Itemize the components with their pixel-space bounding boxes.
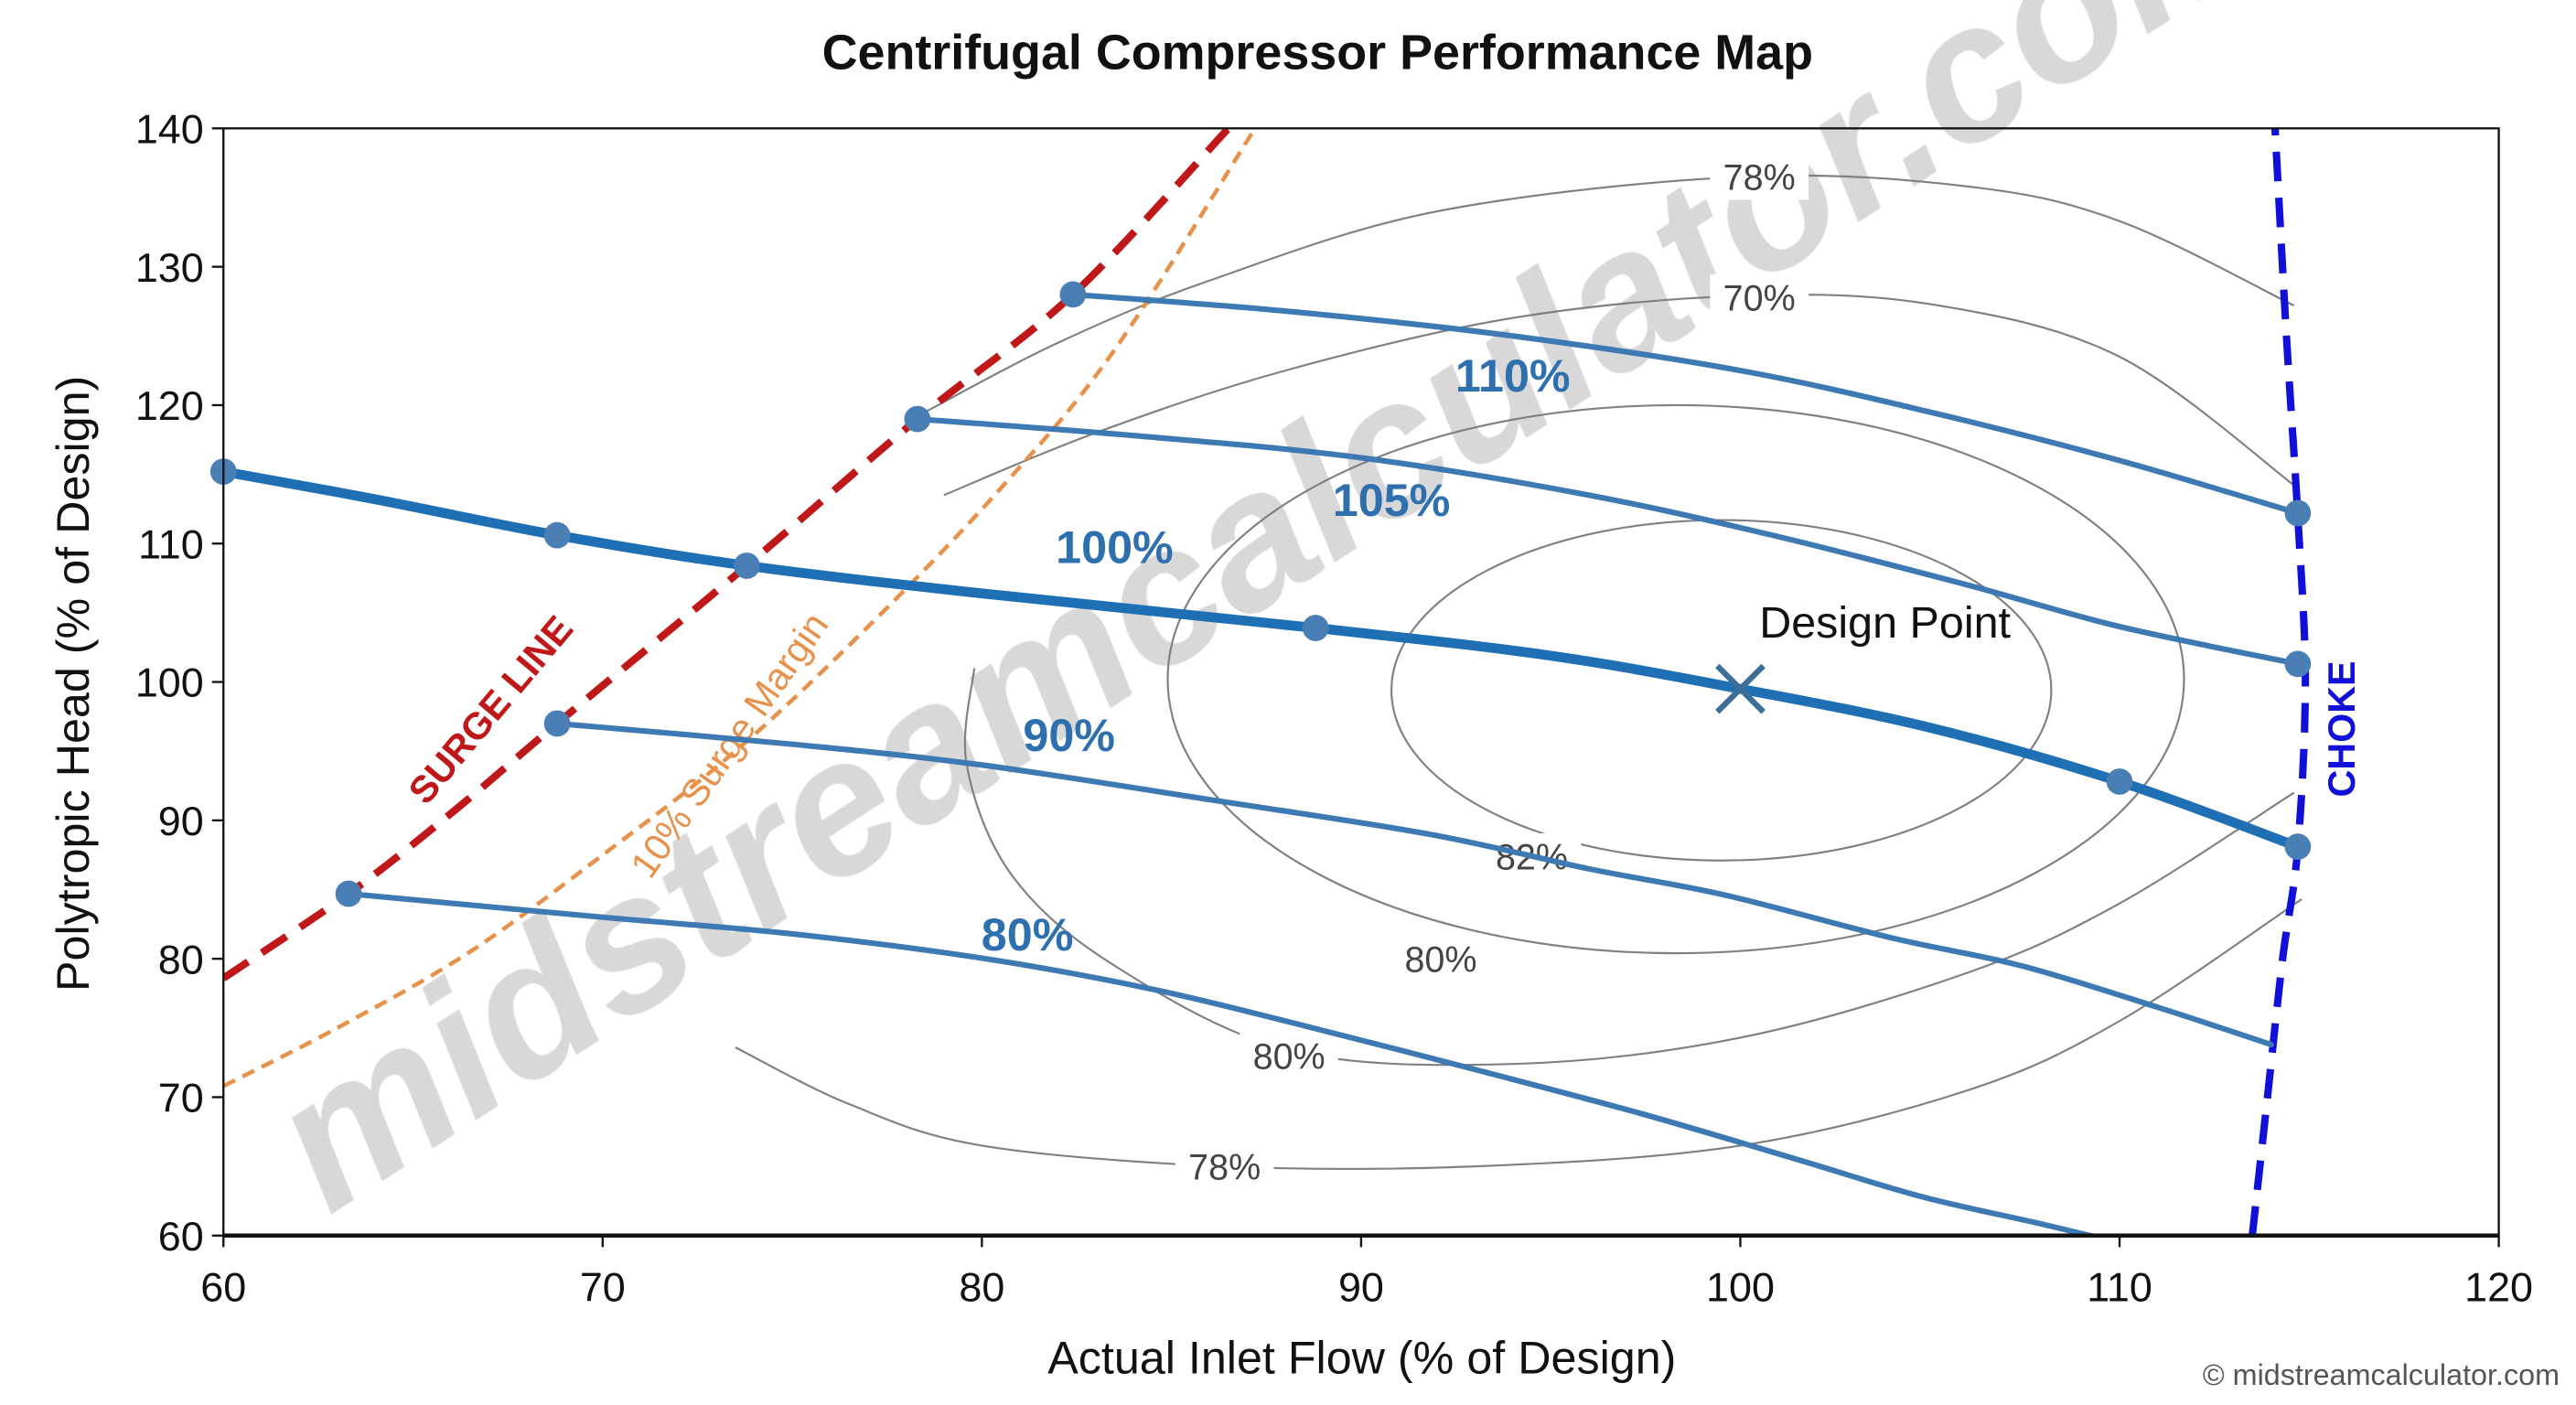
y-tick-label: 140 [135, 105, 204, 152]
speed-line-marker [543, 710, 571, 737]
contour-lines [735, 174, 2302, 1171]
speed-lines: 110% 105% 100% 90% 80% [209, 281, 2312, 1236]
contour-label: 78% [1723, 158, 1796, 198]
choke-label: CHOKE [2321, 660, 2363, 797]
speed-line-label: 110% [1455, 349, 1571, 402]
contour-label-bg [1391, 936, 1490, 982]
x-tick-label: 100 [1706, 1264, 1775, 1311]
efficiency-contour [1390, 519, 2053, 862]
contour-label: 80% [1404, 940, 1476, 981]
speed-line-marker [2106, 768, 2133, 795]
speed-line [914, 416, 2301, 667]
speed-line [345, 890, 2102, 1236]
contour-label: 80% [1253, 1036, 1326, 1077]
design-point-marker [1715, 663, 1766, 714]
plot-frame [222, 127, 2500, 1237]
design-point-group: Design Point [1715, 598, 2012, 714]
speed-line-marker [543, 521, 571, 549]
y-tick-label: 70 [158, 1075, 204, 1121]
speed-line-label: 105% [1333, 474, 1451, 526]
efficiency-contour [963, 668, 2295, 1067]
contour-label-bg [1710, 154, 1809, 200]
speed-line-marker [904, 405, 931, 433]
x-tick-label: 80 [959, 1264, 1004, 1311]
x-axis-label: Actual Inlet Flow (% of Design) [1047, 1332, 1676, 1384]
efficiency-contour [924, 174, 2295, 413]
speed-line-marker [2284, 833, 2312, 860]
x-tick-label: 60 [200, 1264, 246, 1311]
speed-line-marker [2284, 499, 2312, 527]
y-axis-label: Polytropic Head (% of Design) [47, 376, 99, 992]
speed-line-90pct: 90% [543, 709, 2274, 1048]
speed-line-marker [733, 552, 760, 579]
speed-line-marker [1059, 281, 1087, 308]
x-tick-label: 120 [2464, 1264, 2533, 1311]
speed-line-80pct: 80% [335, 880, 2102, 1236]
y-tick-label: 110 [138, 520, 204, 567]
contour-label-bg [1710, 273, 1809, 321]
speed-line-marker [2284, 650, 2312, 678]
x-tick-label: 110 [2087, 1264, 2152, 1311]
y-tick-label: 60 [158, 1213, 204, 1260]
chart-title: Centrifugal Compressor Performance Map [822, 26, 1813, 80]
efficiency-contour [735, 898, 2302, 1171]
speed-line-marker [335, 880, 362, 907]
choke-line [2249, 128, 2310, 1236]
y-tick-label: 90 [158, 798, 204, 844]
speed-line [1069, 291, 2301, 517]
x-tick-label: 70 [580, 1264, 626, 1311]
y-tick-label: 100 [135, 660, 204, 706]
surge-margin-line [223, 128, 1257, 1089]
speed-line-marker [1302, 615, 1329, 641]
speed-line-110pct: 110% [1059, 281, 2312, 527]
y-tick-label: 120 [135, 382, 204, 429]
y-tick-label: 130 [135, 244, 204, 291]
contour-label: 70% [1723, 278, 1796, 318]
speed-line-label: 80% [982, 908, 1074, 960]
copyright: © midstreamcalculator.com [2203, 1358, 2560, 1391]
contour-label: 78% [1188, 1147, 1261, 1187]
x-tick-label: 90 [1338, 1264, 1384, 1311]
contour-label-bg [1240, 1032, 1339, 1079]
efficiency-contour [1166, 403, 2185, 955]
speed-line-105pct: 105% [904, 405, 2312, 678]
speed-line [554, 720, 2274, 1048]
design-point-label: Design Point [1759, 598, 2011, 648]
speed-line-label: 100% [1056, 520, 1174, 573]
contour-label-bg [1175, 1142, 1274, 1190]
efficiency-contour [943, 294, 2299, 497]
speed-line-100pct: 100% [209, 458, 2312, 860]
efficiency-contours: 78%70%80%78%80%82% [735, 154, 2302, 1190]
y-tick-label: 80 [158, 936, 204, 982]
axes: 60 70 80 90 100 110 120 60 70 80 90 100 110 120 130 140 [135, 105, 2533, 1310]
speed-line-label: 90% [1023, 709, 1115, 761]
